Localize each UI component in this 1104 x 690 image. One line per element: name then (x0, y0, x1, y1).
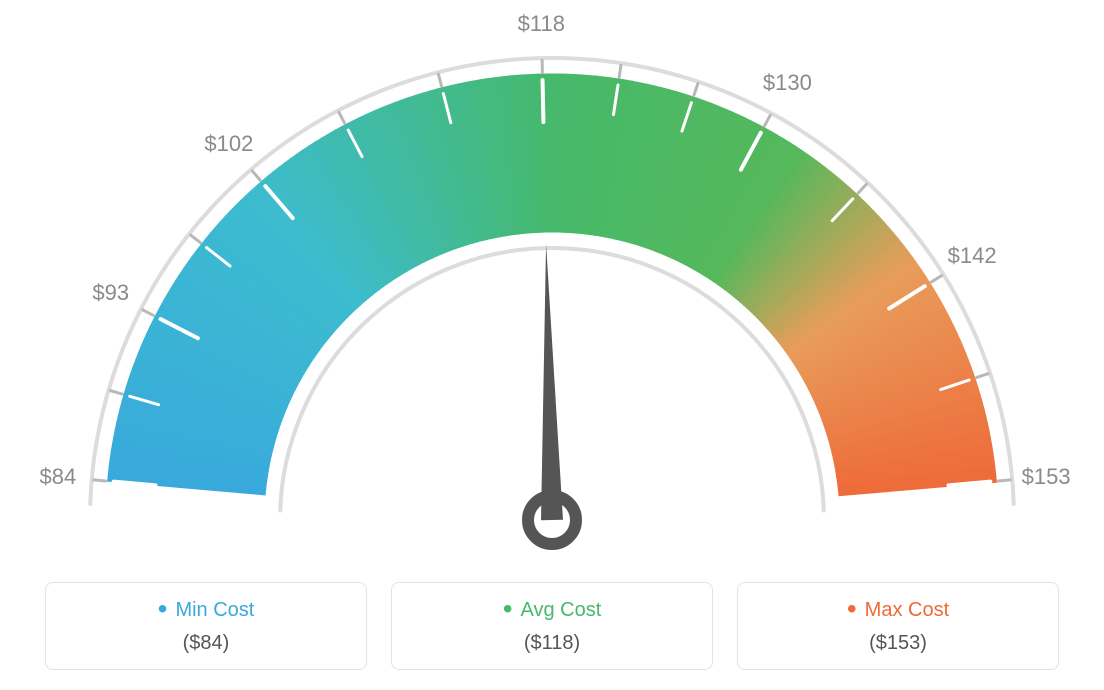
legend-row: Min Cost ($84) Avg Cost ($118) Max Cost … (45, 582, 1059, 670)
legend-label-max: Max Cost (748, 599, 1048, 622)
legend-card-min: Min Cost ($84) (45, 582, 367, 670)
gauge-tick-label: $142 (948, 243, 997, 269)
gauge-tick-label: $84 (40, 464, 77, 490)
gauge-svg (0, 0, 1104, 560)
legend-value-min: ($84) (56, 632, 356, 655)
legend-label-avg: Avg Cost (402, 599, 702, 622)
legend-card-avg: Avg Cost ($118) (391, 582, 713, 670)
legend-label-min: Min Cost (56, 599, 356, 622)
legend-value-max: ($153) (748, 632, 1048, 655)
cost-gauge-chart: $84 $93 $102 $118 $130 $142 $153 Min Cost ($84… (0, 0, 1104, 690)
legend-card-max: Max Cost ($153) (737, 582, 1059, 670)
gauge-tick-label: $130 (763, 70, 812, 96)
gauge-tick-label: $153 (1022, 464, 1071, 490)
gauge-tick-label: $102 (204, 131, 253, 157)
gauge-needle (541, 244, 563, 520)
gauge-tick-label: $118 (518, 11, 565, 37)
legend-value-avg: ($118) (402, 632, 702, 655)
gauge-tick-label: $93 (92, 280, 129, 306)
gauge-area: $84 $93 $102 $118 $130 $142 $153 (0, 0, 1104, 560)
